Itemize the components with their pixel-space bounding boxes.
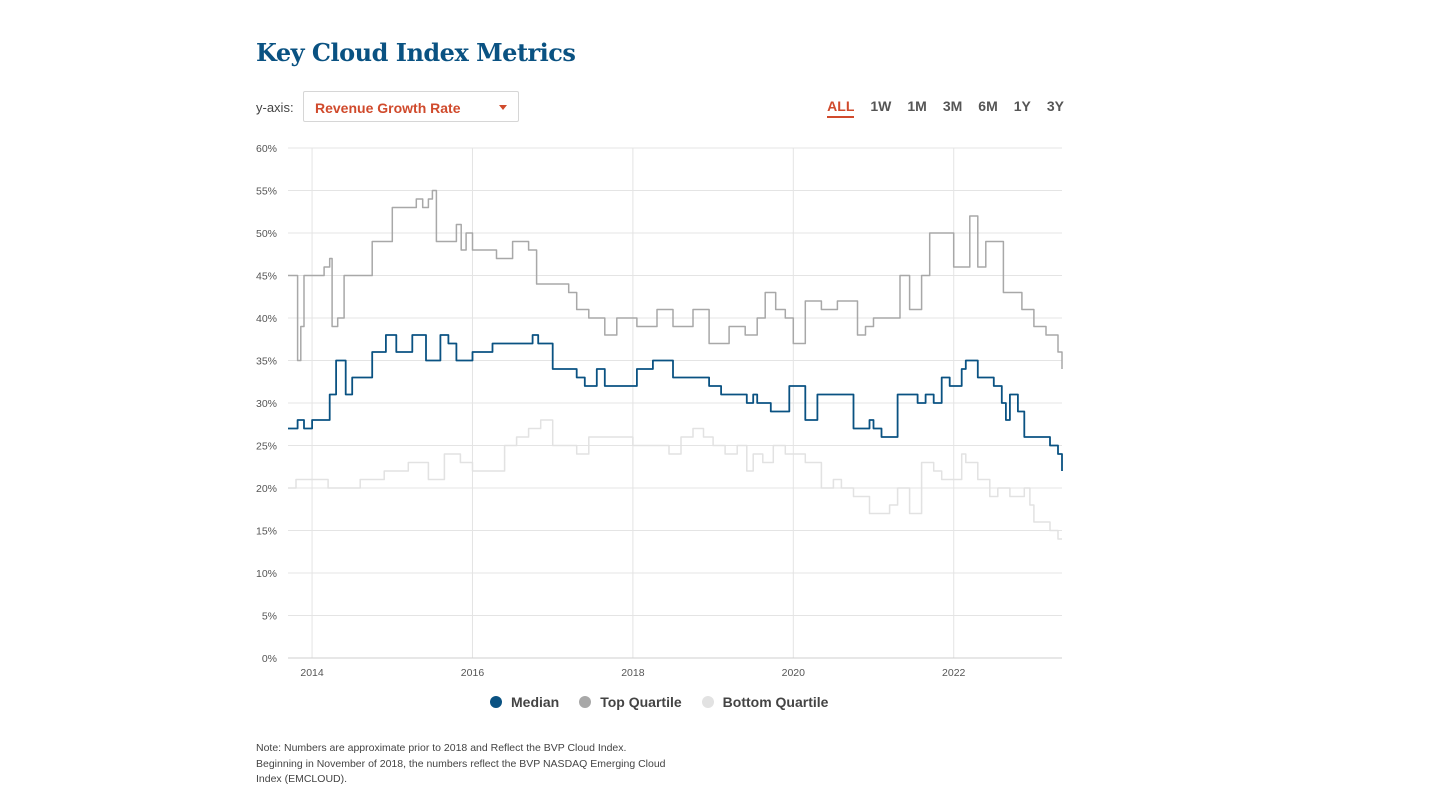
footnote-line: Beginning in November of 2018, the numbe… [256,757,666,770]
series-line-median [288,334,1063,471]
chart-controls: y-axis: Revenue Growth Rate ALL 1W 1M 3M… [256,91,1064,124]
legend-label: Median [511,694,560,710]
range-6m-button[interactable]: 6M [978,98,998,114]
range-selector: ALL 1W 1M 3M 6M 1Y 3Y [827,98,1064,118]
legend-item-bottom-quartile[interactable]: Bottom Quartile [701,694,829,710]
yaxis-metric-select[interactable]: Revenue Growth Rate [303,91,519,122]
legend-label: Top Quartile [600,694,682,710]
line-chart: 0% 5% 10% 15% 20% 25% 30% 35% 40% 45% 50% 55% 60% 20… [256,143,1063,679]
chart-series [288,189,1063,540]
y-tick-label: 60% [256,143,277,155]
page-title: Key Cloud Index Metrics [256,38,576,67]
y-tick-label: 10% [256,568,277,580]
caret-down-icon [499,105,507,110]
y-tick-label: 35% [256,356,277,368]
y-tick-label: 30% [256,398,277,410]
series-line-top-quartile [288,189,1063,369]
y-axis-ticks: 0% 5% 10% 15% 20% 25% 30% 35% 40% 45% 50% 55% 60% [256,143,277,665]
series-line-bottom-quartile [288,419,1062,540]
footnote-line: Index (EMCLOUD). [256,773,348,785]
x-axis-ticks: 2014 2016 2018 2020 2022 [300,667,965,679]
chart-legend: Median Top Quartile Bottom Quartile [490,694,828,710]
y-tick-label: 25% [256,441,277,453]
x-tick-label: 2020 [782,667,806,679]
chart-grid [288,147,1062,659]
yaxis-metric-value: Revenue Growth Rate [315,100,461,116]
legend-label: Bottom Quartile [722,694,829,710]
range-1y-button[interactable]: 1Y [1013,98,1031,114]
x-tick-label: 2022 [942,667,966,679]
x-tick-label: 2014 [300,667,324,679]
yaxis-label: y-axis: [256,100,294,115]
footnote-line: Note: Numbers are approximate prior to 2… [256,742,627,754]
range-3y-button[interactable]: 3Y [1046,98,1064,114]
legend-dot-icon [490,696,502,708]
x-tick-label: 2016 [461,667,485,679]
range-3m-button[interactable]: 3M [942,98,963,114]
y-tick-label: 45% [256,271,277,283]
x-tick-label: 2018 [621,667,645,679]
y-tick-label: 20% [256,483,277,495]
range-all-button[interactable]: ALL [827,98,855,118]
y-tick-label: 55% [256,186,277,198]
y-tick-label: 50% [256,228,277,240]
legend-dot-icon [579,696,592,708]
range-1w-button[interactable]: 1W [870,98,892,114]
footnote: Note: Numbers are approximate prior to 2… [256,741,676,788]
y-tick-label: 40% [256,313,277,325]
y-tick-label: 15% [256,526,277,538]
y-tick-label: 5% [262,611,277,623]
y-tick-label: 0% [262,653,277,665]
range-1m-button[interactable]: 1M [907,98,927,114]
legend-item-median[interactable]: Median [490,694,559,710]
legend-item-top-quartile[interactable]: Top Quartile [579,694,682,710]
legend-dot-icon [701,696,714,708]
